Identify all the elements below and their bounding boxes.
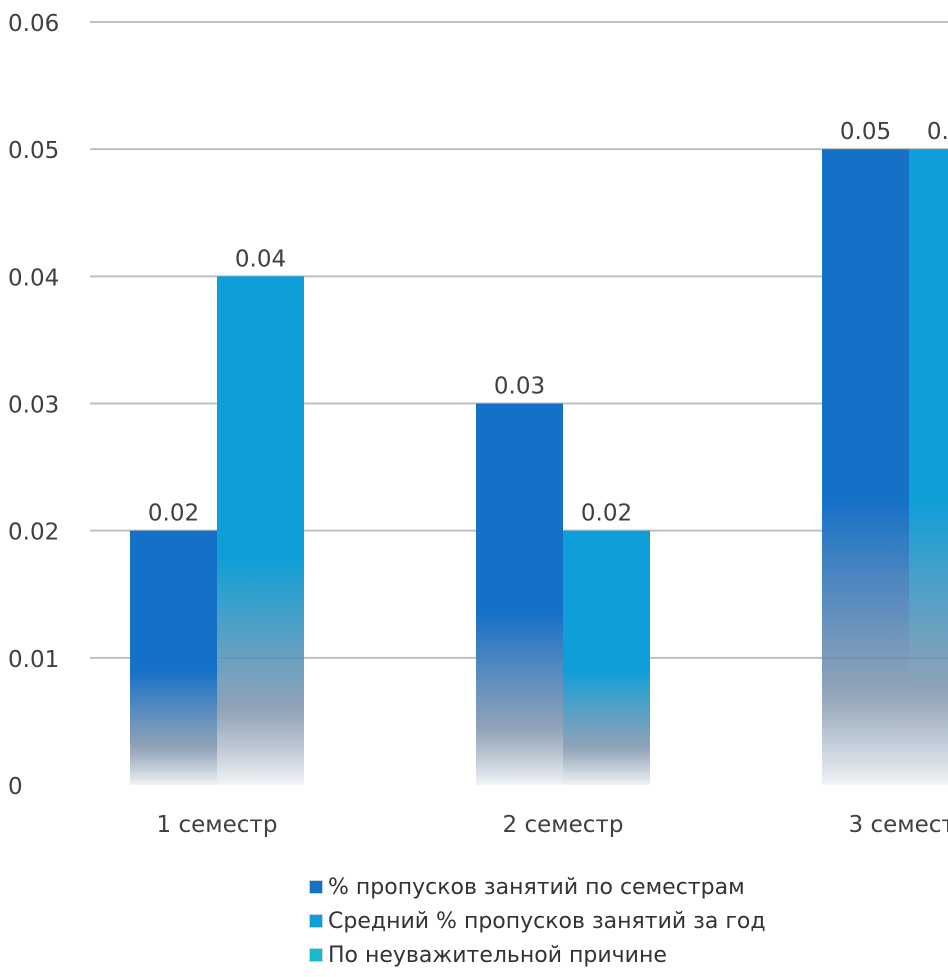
y-tick-label: 0.04 (8, 265, 59, 291)
data-label: 0.02 (581, 501, 632, 527)
legend-swatch-series-2 (309, 914, 323, 928)
x-axis-tick-labels: 1 семестр 2 семестр 3 семестр (157, 812, 948, 838)
y-tick-label: 0.02 (8, 520, 59, 546)
y-axis-tick-labels: 0 0.01 0.02 0.03 0.04 0.05 0.06 (8, 11, 59, 800)
bar[interactable] (563, 530, 650, 785)
x-tick-label: 2 семестр (503, 812, 624, 838)
bar[interactable] (476, 403, 563, 786)
legend: % пропусков занятий по семестрам Средний… (309, 870, 766, 972)
y-tick-label: 0.01 (8, 647, 59, 673)
bar[interactable] (130, 530, 217, 785)
y-tick-label: 0.06 (8, 11, 59, 37)
y-tick-label: 0.03 (8, 393, 59, 419)
legend-label-series-2: Средний % пропусков занятий за год (328, 908, 766, 934)
bars (130, 149, 948, 785)
bar[interactable] (909, 149, 948, 785)
x-tick-label: 1 семестр (157, 812, 278, 838)
legend-swatch-series-3 (309, 948, 323, 962)
x-tick-label: 3 семестр (849, 812, 948, 838)
legend-label-series-1: % пропусков занятий по семестрам (328, 874, 745, 900)
bar[interactable] (217, 276, 304, 785)
legend-item-series-2[interactable]: Средний % пропусков занятий за год (309, 904, 766, 938)
legend-item-series-3[interactable]: По неуважительной причине (309, 938, 766, 972)
data-labels: 0.02 0.03 0.05 0.04 0.02 0.05 (148, 119, 948, 527)
y-tick-label: 0 (8, 774, 23, 800)
data-label: 0.05 (927, 119, 948, 145)
data-label: 0.05 (840, 119, 891, 145)
bar[interactable] (822, 149, 909, 785)
legend-swatch-series-1 (309, 880, 323, 894)
data-label: 0.04 (235, 246, 286, 272)
legend-label-series-3: По неуважительной причине (328, 942, 667, 968)
y-tick-label: 0.05 (8, 138, 59, 164)
data-label: 0.03 (494, 374, 545, 400)
data-label: 0.02 (148, 501, 199, 527)
legend-item-series-1[interactable]: % пропусков занятий по семестрам (309, 870, 766, 904)
